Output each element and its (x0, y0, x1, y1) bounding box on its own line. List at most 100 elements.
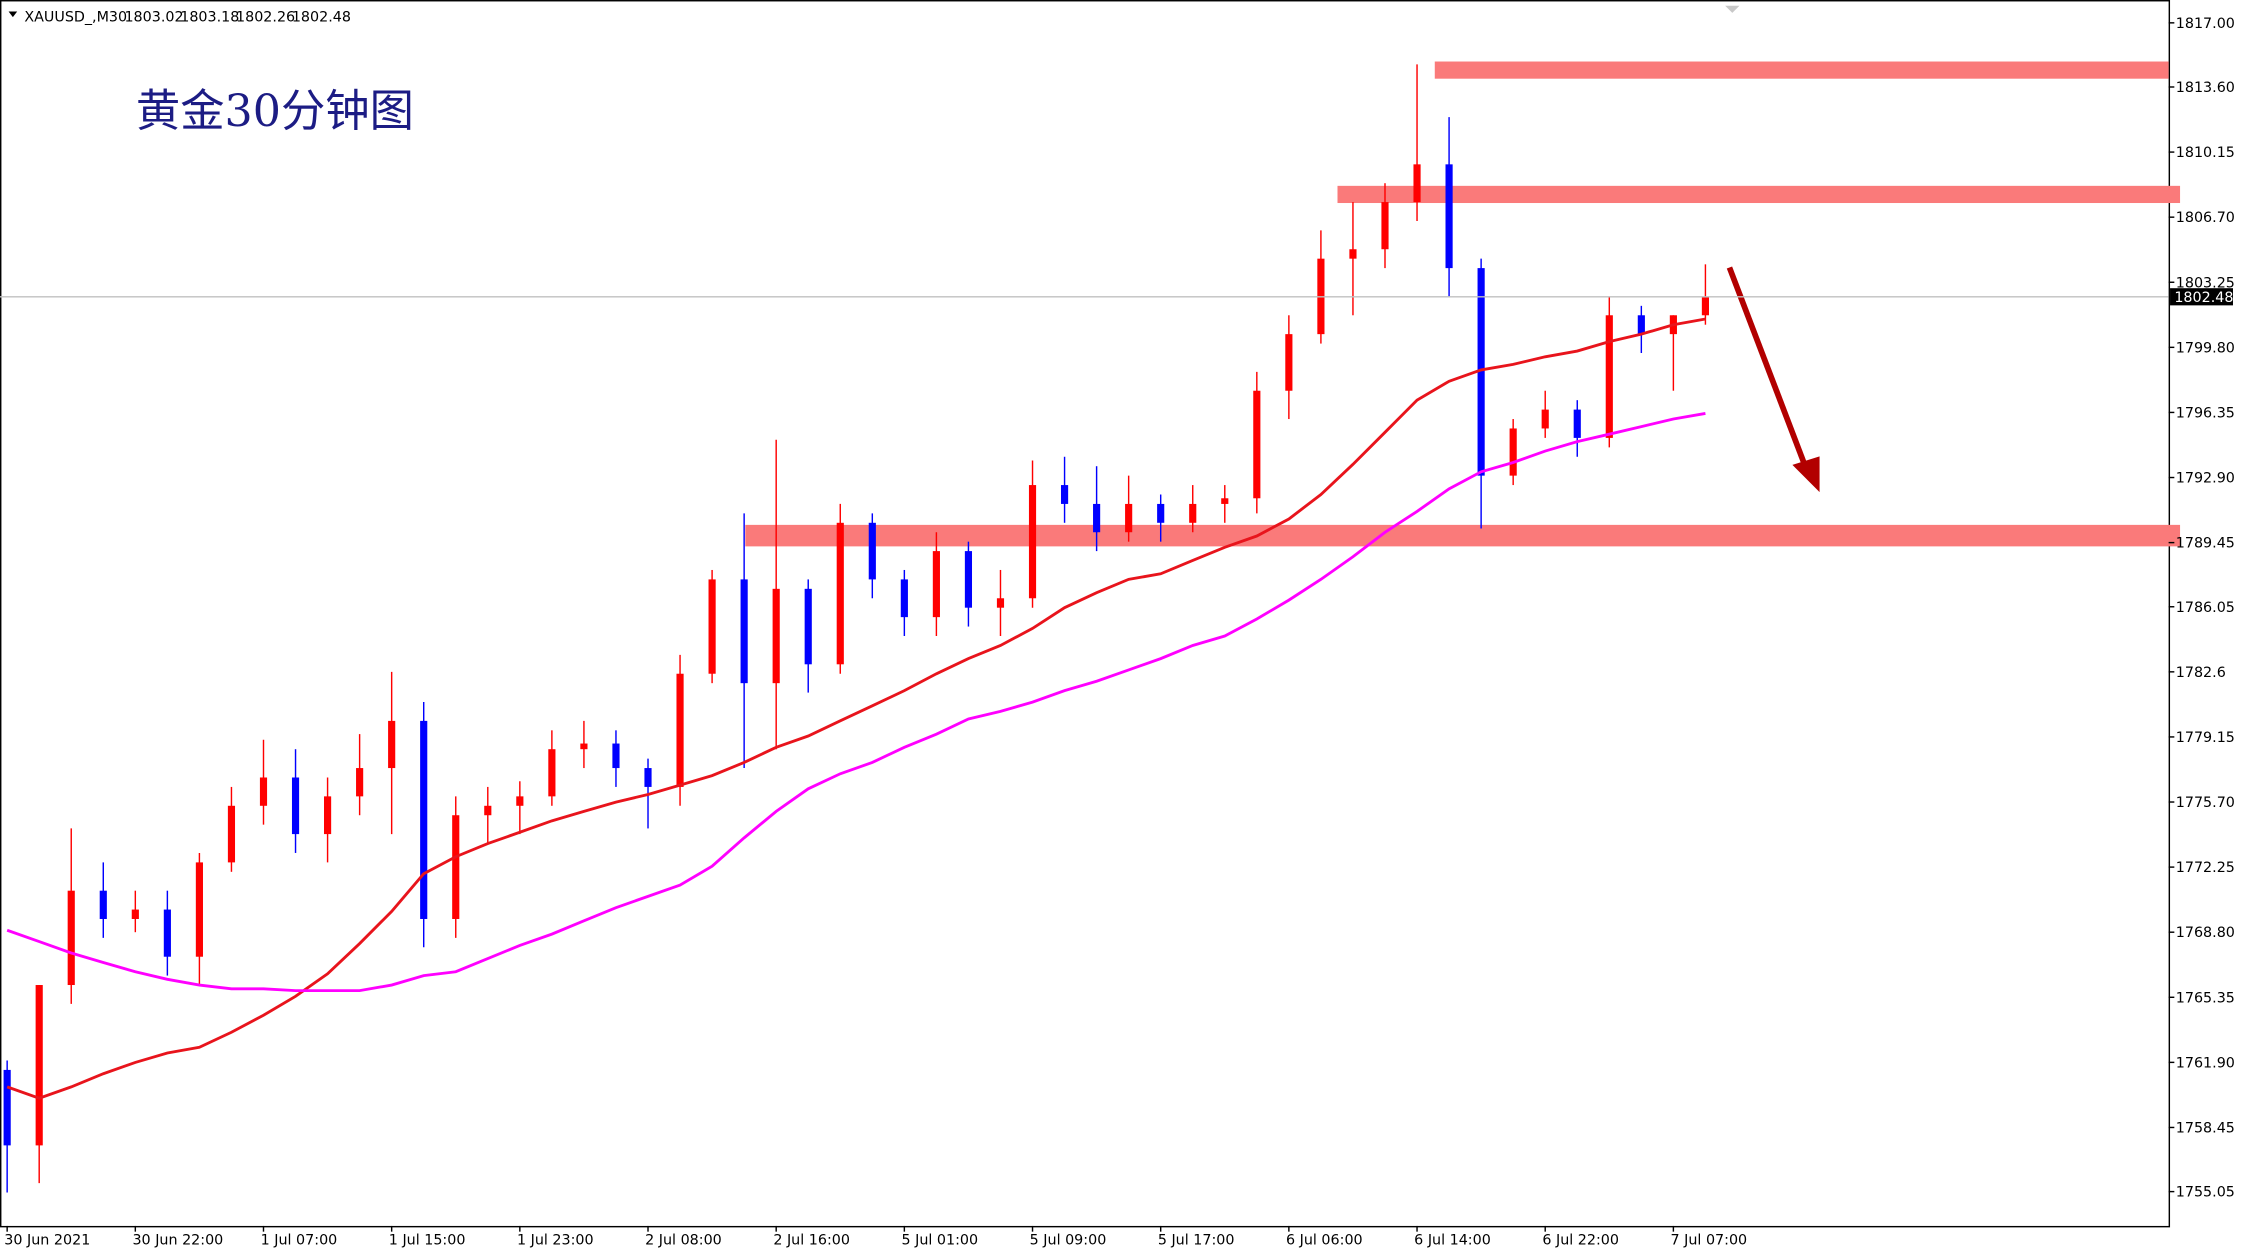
resistance-zone (1434, 61, 2169, 79)
y-tick-label: 1806.70 (2176, 210, 2235, 226)
candle-body (612, 743, 620, 769)
candle-body (1189, 503, 1197, 523)
y-tick-label: 1803.25 (2176, 275, 2235, 291)
candle-body (772, 588, 780, 684)
candle-body (1413, 164, 1421, 203)
y-tick-label: 1768.80 (2176, 925, 2235, 941)
candle-body (452, 815, 460, 919)
candle-body (1573, 409, 1581, 438)
resistance-zone (745, 524, 2181, 547)
candle-body (131, 909, 139, 919)
candle-body (324, 796, 332, 835)
scroll-marker (1725, 5, 1740, 13)
annotation: 黄金30分钟图 (136, 86, 414, 137)
candle-body (644, 768, 652, 787)
y-tick-label: 1786.05 (2176, 600, 2235, 616)
candle-body (1093, 503, 1101, 533)
x-tick-label: 5 Jul 17:00 (1158, 1233, 1235, 1249)
y-tick-label: 1765.35 (2176, 990, 2235, 1006)
candle-body (484, 805, 492, 816)
candle-body (868, 522, 876, 580)
candle-body (580, 743, 588, 750)
last-price-label: 1802.48 (2174, 290, 2233, 306)
y-tick-label: 1775.70 (2176, 795, 2235, 811)
y-tick-label: 1817.00 (2176, 16, 2235, 32)
candle-body (163, 909, 171, 957)
arrow-head (1792, 456, 1820, 493)
candle-body (1125, 503, 1133, 533)
y-tick-label: 1792.90 (2176, 471, 2235, 487)
candle-body (356, 768, 364, 797)
candle-body (836, 522, 844, 665)
y-tick-label: 1813.60 (2176, 80, 2235, 96)
candle-body (1381, 202, 1389, 250)
x-tick-label: 1 Jul 07:00 (261, 1233, 338, 1249)
candle-body (1285, 334, 1293, 391)
candle-body (1253, 390, 1261, 499)
candle-body (420, 720, 428, 919)
x-tick-label: 7 Jul 07:00 (1671, 1233, 1748, 1249)
x-tick-label: 1 Jul 23:00 (517, 1233, 594, 1249)
candle-body (1509, 428, 1517, 476)
candle-body (548, 749, 556, 797)
y-tick-label: 1799.80 (2176, 340, 2235, 356)
x-tick-label: 2 Jul 16:00 (773, 1233, 850, 1249)
arrow-shaft (1726, 266, 1808, 468)
x-tick-label: 1 Jul 15:00 (389, 1233, 466, 1249)
x-tick-label: 2 Jul 08:00 (645, 1233, 722, 1249)
candle-body (708, 579, 716, 674)
header-value: 1802.48 (292, 9, 351, 25)
candle-body (996, 598, 1005, 608)
x-tick-label: 6 Jul 22:00 (1542, 1233, 1619, 1249)
candle-body (1157, 503, 1165, 523)
x-tick-label: 30 Jun 2021 (4, 1233, 90, 1249)
x-tick-label: 5 Jul 01:00 (901, 1233, 978, 1249)
last-price-box (2170, 288, 2233, 306)
candle-body (1349, 249, 1357, 259)
candle-body (740, 579, 748, 684)
header-value: 1802.26 (236, 9, 295, 25)
y-tick-label: 1755.05 (2176, 1185, 2235, 1201)
candle-body (516, 796, 524, 806)
moving-average (6, 317, 1706, 1100)
y-tick-label: 1761.90 (2176, 1055, 2235, 1071)
candle-body (804, 588, 812, 665)
header-value: 1803.02 (124, 9, 183, 25)
candle-body (1701, 296, 1709, 316)
candle-body (1060, 485, 1069, 504)
candle-body (932, 551, 940, 618)
header-value: 1803.18 (180, 9, 239, 25)
candle-body (1445, 164, 1453, 269)
candle-body (67, 890, 75, 986)
y-tick-label: 1772.25 (2176, 860, 2235, 876)
candle-body (1541, 409, 1549, 429)
candle-body (1028, 485, 1037, 599)
candle-body (195, 862, 203, 957)
trend-arrow (1726, 266, 1820, 493)
symbol: XAUUSD_,M30 (24, 9, 127, 25)
moving-average (6, 412, 1706, 993)
candle-body (900, 579, 908, 618)
candle-body (1637, 315, 1645, 335)
y-tick-label: 1782.6 (2176, 665, 2226, 681)
candle-body (1477, 268, 1485, 476)
candle-body (259, 777, 268, 806)
menu-triangle (8, 11, 18, 18)
x-tick-label: 6 Jul 06:00 (1286, 1233, 1363, 1249)
candle-body (291, 777, 300, 835)
y-tick-label: 1810.15 (2176, 145, 2235, 161)
x-tick-label: 5 Jul 09:00 (1030, 1233, 1107, 1249)
y-tick-label: 1758.45 (2176, 1120, 2235, 1136)
plot-frame (0, 0, 2171, 1228)
candle-body (388, 720, 396, 769)
candle-body (3, 1069, 11, 1146)
x-tick-label: 6 Jul 14:00 (1414, 1233, 1491, 1249)
y-tick-label: 1796.35 (2176, 405, 2235, 421)
candle-body (1221, 498, 1229, 504)
resistance-zone (1337, 185, 2181, 204)
y-tick-label: 1789.45 (2176, 536, 2235, 552)
